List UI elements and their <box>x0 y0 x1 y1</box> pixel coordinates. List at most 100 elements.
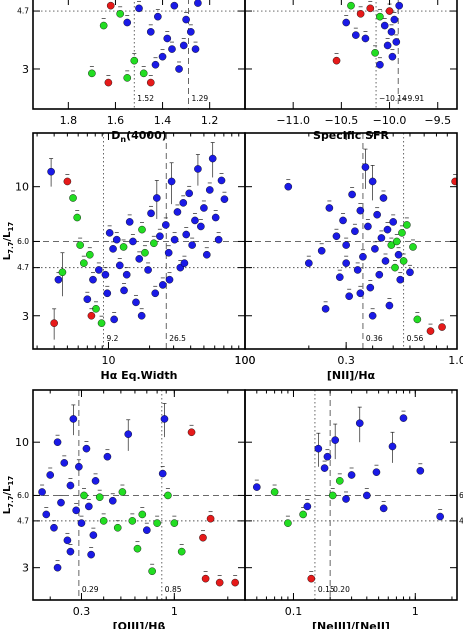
data-point-green <box>113 523 122 532</box>
y-right-label: 4. <box>459 516 463 525</box>
data-point-green <box>73 213 81 222</box>
x-axis-label-main: [NII]/Hα <box>327 369 376 382</box>
data-point-blue <box>143 526 151 534</box>
y-tick-label: 10 <box>15 436 29 449</box>
data-point-red <box>201 574 210 583</box>
data-point-blue <box>436 512 444 521</box>
data-point-red <box>307 574 316 583</box>
data-point-blue <box>200 204 208 212</box>
data-point-green <box>409 243 417 251</box>
data-point-blue <box>188 241 196 249</box>
data-point-blue <box>345 292 353 301</box>
data-point-green <box>177 547 186 556</box>
data-point-blue <box>399 414 408 422</box>
threshold-label: 0.85 <box>165 585 182 594</box>
x-tick-label: 100 <box>235 354 256 367</box>
data-point-blue <box>389 218 397 226</box>
data-point-blue <box>72 506 80 515</box>
x-axis-label-sub: n <box>120 135 126 144</box>
data-point-blue <box>159 281 167 289</box>
y-tick-label: 10 <box>15 181 29 194</box>
data-point-blue <box>217 176 226 185</box>
data-point-blue <box>314 444 323 453</box>
data-point-green <box>347 1 355 10</box>
y-axis-label-part: 7.7 <box>7 241 15 254</box>
data-point-blue <box>372 468 381 476</box>
data-point-red <box>187 428 196 437</box>
y-tick-label: 4.7 <box>17 7 29 16</box>
data-point-green <box>80 491 88 500</box>
data-point-green <box>153 519 161 527</box>
x-tick-label: 1.0 <box>448 354 463 367</box>
x-axis-label-main: Specific SFR <box>313 129 389 142</box>
data-point-blue <box>132 298 140 307</box>
x-axis-label-main: [OIII]/Hβ <box>113 620 166 629</box>
threshold-label: −10.14 <box>379 94 407 103</box>
data-points <box>253 406 444 583</box>
data-point-red <box>87 311 96 320</box>
data-point-blue <box>151 60 160 69</box>
data-point-blue <box>124 430 133 438</box>
data-point-blue <box>135 255 144 263</box>
y-tick-label: 4.7 <box>17 516 29 525</box>
data-point-green <box>118 488 127 496</box>
data-point-blue <box>164 248 173 257</box>
data-point-blue <box>158 469 167 478</box>
x-tick-label: 1.6 <box>107 114 125 127</box>
data-point-green <box>97 319 106 327</box>
data-point-green <box>130 56 139 65</box>
y-axis-label-part: /L <box>2 485 13 496</box>
threshold-label: 0.20 <box>333 585 350 594</box>
data-point-blue <box>54 275 63 284</box>
x-axis-label-rest: (4000) <box>126 129 167 142</box>
y-tick-label: 3 <box>22 310 29 323</box>
data-point-green <box>139 69 148 78</box>
data-point-blue <box>376 60 384 69</box>
y-right-label: 6. <box>459 491 463 500</box>
data-point-blue <box>364 222 372 231</box>
data-point-red <box>146 78 155 87</box>
data-point-blue <box>77 519 86 527</box>
data-point-blue <box>158 52 167 61</box>
data-point-blue <box>380 21 389 30</box>
x-tick-label: 10 <box>101 354 115 367</box>
data-point-blue <box>359 252 367 261</box>
data-point-red <box>366 4 375 13</box>
y-axis-label-part: 7.7 <box>7 495 15 508</box>
data-point-blue <box>194 0 202 7</box>
data-point-green <box>99 517 108 525</box>
y-axis-label: L7.7/L17 <box>2 222 15 261</box>
data-point-blue <box>165 275 174 284</box>
threshold-label: 0.36 <box>366 334 383 343</box>
data-point-blue <box>317 246 326 255</box>
data-point-blue <box>82 444 91 453</box>
y-axis-label-part: L <box>2 507 13 514</box>
data-point-blue <box>112 235 121 244</box>
data-point-blue <box>83 295 92 304</box>
data-point-blue <box>387 28 396 36</box>
data-point-green <box>399 257 408 265</box>
data-point-blue <box>87 550 95 559</box>
data-point-green <box>69 194 77 202</box>
x-axis-label: [NII]/Hα <box>327 369 376 382</box>
data-point-green <box>398 229 406 237</box>
data-point-blue <box>182 230 191 239</box>
x-tick-label: −11.0 <box>276 114 310 127</box>
data-point-blue <box>406 268 414 277</box>
data-point-green <box>413 315 422 324</box>
data-point-blue <box>253 483 261 491</box>
data-point-blue <box>379 194 388 202</box>
data-point-blue <box>320 464 329 472</box>
threshold-label: 1.52 <box>137 94 154 103</box>
x-axis-label-main: Hα Eq.Width <box>100 369 177 382</box>
data-point-blue <box>167 177 176 186</box>
threshold-label: −9.91 <box>401 94 424 103</box>
data-point-blue <box>179 199 188 207</box>
data-points <box>88 0 202 87</box>
data-point-blue <box>89 275 97 284</box>
data-point-blue <box>353 266 362 274</box>
x-tick-label: −9.5 <box>424 114 451 127</box>
data-point-blue <box>182 15 190 24</box>
data-point-green <box>371 49 379 57</box>
data-point-blue <box>53 563 62 572</box>
